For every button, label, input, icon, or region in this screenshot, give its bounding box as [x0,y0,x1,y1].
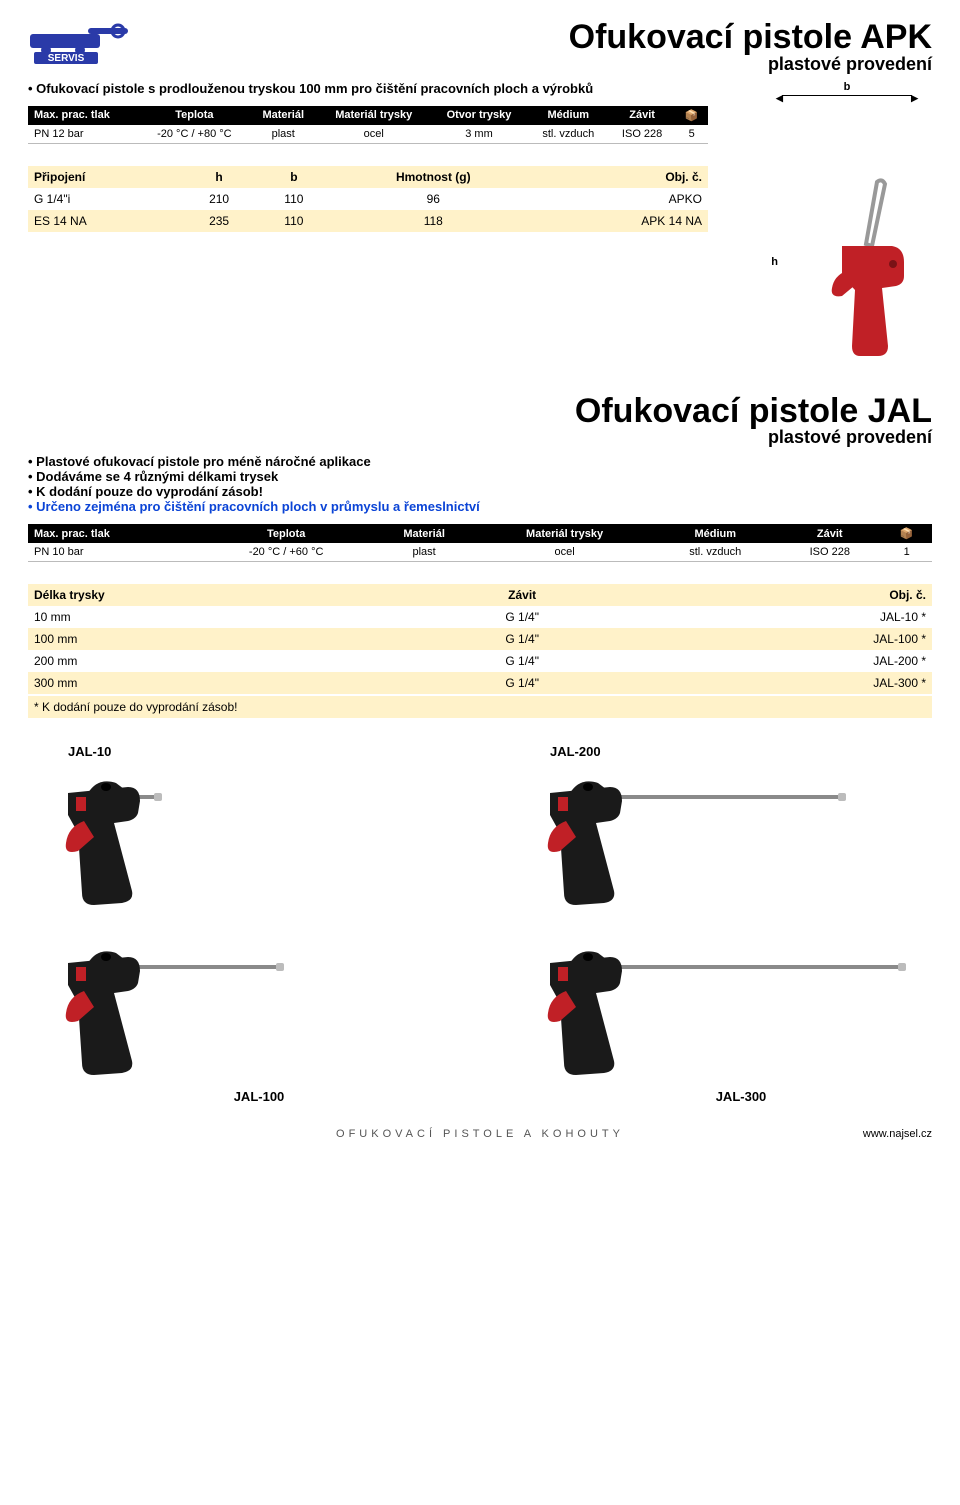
bullet-list: Plastové ofukovací pistole pro méně náro… [28,454,932,514]
table-row: G 1/4"i21011096APKO [28,188,708,210]
product-image-jal10: JAL-10 [28,744,450,913]
bullet-item: K dodání pouze do vyprodání zásob! [28,484,932,499]
table-row: 300 mmG 1/4"JAL-300 * [28,672,932,694]
bullet-item: Plastové ofukovací pistole pro méně náro… [28,454,932,469]
product-image-jal100: JAL-100 [28,933,450,1104]
stock-note: * K dodání pouze do vyprodání zásob! [28,696,932,718]
page-subtitle: plastové provedení [569,54,932,75]
page-title: Ofukovací pistole APK [569,20,932,56]
product-image-jal300: JAL-300 [510,933,932,1104]
svg-text:SERVIS: SERVIS [48,53,85,64]
spec-table: Max. prac. tlakTeplotaMateriálMateriál t… [28,106,708,144]
section-subtitle: plastové provedení [575,427,932,448]
product-image-apk [782,176,932,376]
data-table: Délka tryskyZávitObj. č. 10 mmG 1/4"JAL-… [28,584,932,694]
servis-logo: SERVIS [28,20,138,66]
section-title: Ofukovací pistole JAL [575,394,932,430]
spec-table: Max. prac. tlakTeplotaMateriálMateriál t… [28,524,932,562]
footer-category: OFUKOVACÍ PISTOLE A KOHOUTY [148,1128,812,1140]
bullet-item: Dodáváme se 4 různými délkami trysek [28,469,932,484]
table-row: ES 14 NA235110118APK 14 NA [28,210,708,232]
footer-url: www.najsel.cz [812,1128,932,1140]
data-table: PřipojeníhbHmotnost (g)Obj. č. G 1/4"i21… [28,166,708,232]
product-image-jal200: JAL-200 [510,744,932,913]
dimension-diagram: b ◀▶ [762,81,932,96]
table-row: 100 mmG 1/4"JAL-100 * [28,628,932,650]
table-row: 200 mmG 1/4"JAL-200 * [28,650,932,672]
bullet-item: Určeno zejména pro čištění pracovních pl… [28,499,932,514]
table-row: 10 mmG 1/4"JAL-10 * [28,606,932,628]
h-label: h [771,256,778,268]
